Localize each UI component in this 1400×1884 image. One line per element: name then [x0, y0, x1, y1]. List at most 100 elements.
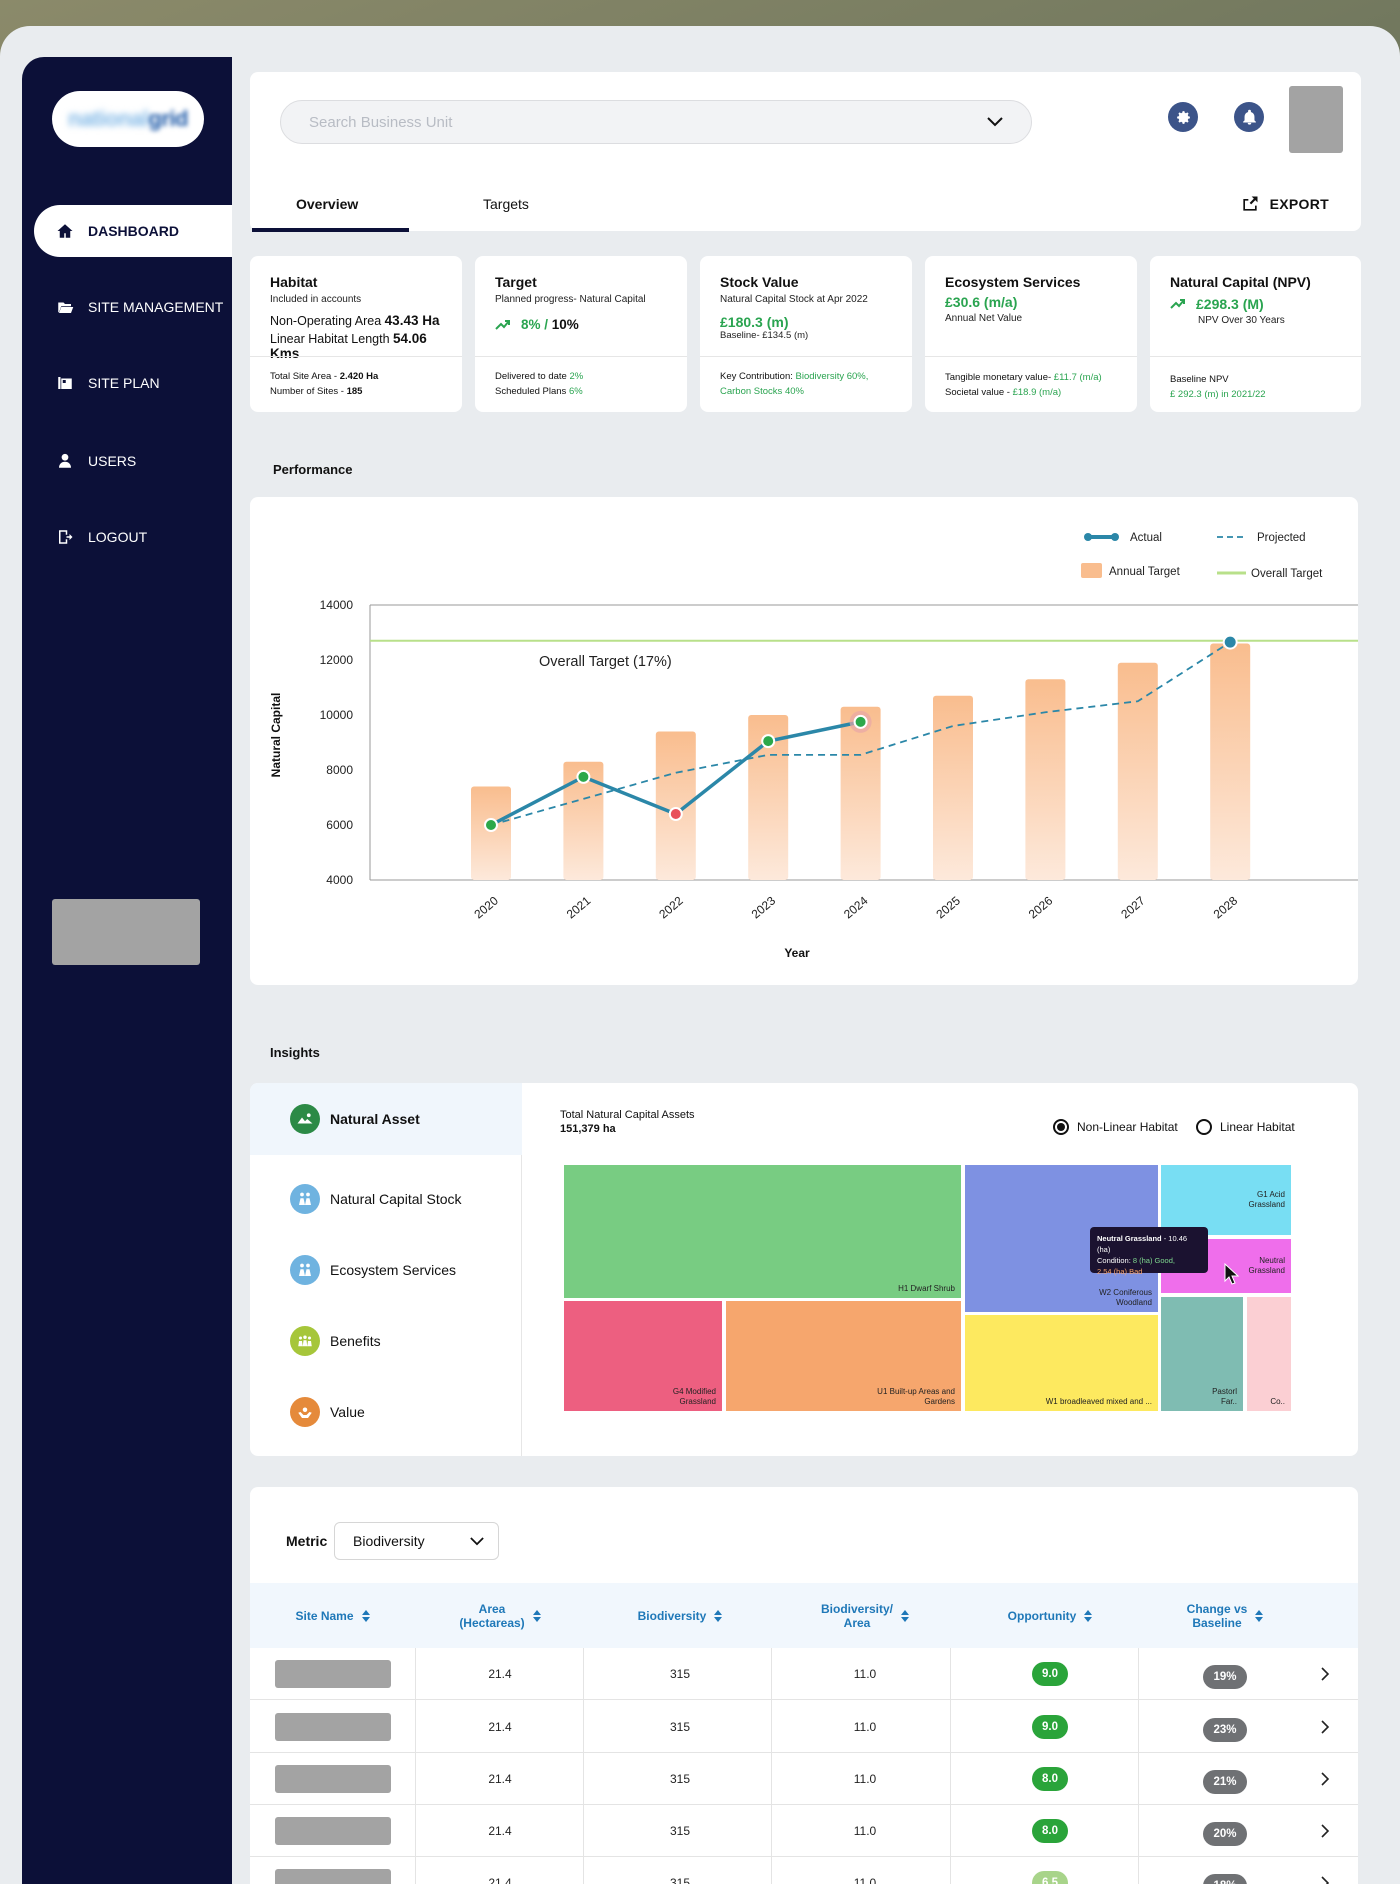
opportunity-badge: 8.0: [1032, 1767, 1068, 1791]
sidebar-item-site-management[interactable]: SITE MANAGEMENT: [34, 281, 232, 333]
tab-overview[interactable]: Overview: [296, 196, 359, 212]
target-value: 8% / 10%: [495, 317, 667, 332]
search-input[interactable]: Search Business Unit: [280, 100, 1032, 144]
table-row[interactable]: 21.4 315 11.0 8.0 21%: [250, 1753, 1358, 1805]
row-chevron[interactable]: [1310, 1857, 1340, 1884]
insight-item-label: Value: [330, 1404, 365, 1420]
column-header-area[interactable]: Area (Hectareas): [415, 1583, 585, 1648]
change-cell: 21%: [1145, 1753, 1305, 1805]
treemap-cell[interactable]: Pastorl Far..: [1161, 1297, 1243, 1411]
divider: [700, 356, 912, 357]
legend-projected-label: Projected: [1257, 532, 1306, 544]
insight-item-ecosystem-services[interactable]: Ecosystem Services: [250, 1234, 522, 1306]
home-icon: [57, 224, 73, 238]
logo-text: nationalgrid: [68, 106, 188, 131]
opportunity-cell: 9.0: [955, 1648, 1145, 1700]
sidebar-item-label: SITE MANAGEMENT: [88, 299, 224, 315]
opportunity-cell: 6.5: [955, 1857, 1145, 1884]
change-cell: 23%: [1145, 1701, 1305, 1753]
y-tick-label: 12000: [320, 653, 354, 667]
stat-title: Ecosystem Services: [945, 274, 1081, 290]
insight-item-benefits[interactable]: Benefits: [250, 1305, 522, 1377]
change-badge: 23%: [1203, 1718, 1247, 1742]
site-name-placeholder: [274, 1869, 391, 1884]
performance-chart: 4000 6000 8000 10000 12000 14000 Overall Targe…: [269, 532, 1358, 960]
trend-up-icon: [1170, 299, 1185, 309]
sidebar-item-users[interactable]: USERS: [34, 435, 232, 487]
column-divider: [415, 1648, 416, 1884]
export-button[interactable]: EXPORT: [1240, 194, 1329, 214]
treemap-cell[interactable]: H1 Dwarf Shrub: [564, 1165, 961, 1298]
insights-menu: Natural Asset Natural Capital Stock Ecos…: [250, 1083, 522, 1456]
stat-title: Target: [495, 274, 537, 290]
insight-item-natural-asset[interactable]: Natural Asset: [250, 1083, 522, 1155]
insight-item-natural-capital-stock[interactable]: Natural Capital Stock: [250, 1163, 522, 1235]
row-chevron[interactable]: [1310, 1753, 1340, 1805]
brand-logo[interactable]: nationalgrid: [52, 91, 204, 147]
row-chevron[interactable]: [1310, 1648, 1340, 1700]
divider: [475, 356, 687, 357]
treemap-cell[interactable]: Co..: [1247, 1297, 1291, 1411]
metric-selected-value: Biodiversity: [353, 1533, 425, 1549]
settings-button[interactable]: [1168, 102, 1198, 132]
annual-target-bar: [655, 731, 696, 880]
sidebar-item-label: DASHBOARD: [88, 223, 179, 239]
column-divider: [583, 1648, 584, 1884]
legend-actual-dot: [1084, 533, 1092, 541]
x-tick-label: 2026: [1026, 893, 1056, 921]
sidebar-item-dashboard[interactable]: DASHBOARD: [34, 205, 232, 257]
sidebar-item-label: SITE PLAN: [88, 375, 160, 391]
stat-subtitle: Annual Net Value: [945, 313, 1023, 324]
chevron-down-icon[interactable]: [987, 117, 1003, 127]
table-row[interactable]: 21.4 315 11.0 8.0 20%: [250, 1805, 1358, 1857]
treemap-cell[interactable]: G4 Modified Grassland: [564, 1301, 722, 1411]
column-header-site-name[interactable]: Site Name: [250, 1583, 415, 1648]
insight-item-value[interactable]: Value: [250, 1376, 522, 1448]
change-badge: 19%: [1203, 1665, 1247, 1689]
stat-card-ecosystem-services: Ecosystem Services £30.6 (m/a) Annual Ne…: [925, 256, 1137, 412]
avatar[interactable]: [1289, 86, 1343, 153]
chevron-right-icon: [1320, 1772, 1329, 1786]
stat-card-target: Target Planned progress- Natural Capital…: [475, 256, 687, 412]
notifications-button[interactable]: [1234, 102, 1264, 132]
row-chevron[interactable]: [1310, 1701, 1340, 1753]
opportunity-badge: 9.0: [1032, 1662, 1068, 1686]
row-chevron[interactable]: [1310, 1805, 1340, 1857]
table-row[interactable]: 21.4 315 11.0 9.0 23%: [250, 1701, 1358, 1753]
total-assets-label: Total Natural Capital Assets: [560, 1109, 695, 1121]
treemap-cell[interactable]: G1 Acid Grassland: [1161, 1165, 1291, 1235]
stock-baseline: Baseline- £134.5 (m): [720, 330, 809, 341]
site-name-placeholder: [274, 1660, 391, 1688]
radio-non-linear-habitat[interactable]: Non-Linear Habitat: [1053, 1119, 1178, 1135]
table-header: Site Name Area (Hectareas) Biodiversity …: [250, 1583, 1358, 1648]
biodiversity-area-cell: 11.0: [853, 1876, 877, 1884]
column-header-opportunity[interactable]: Opportunity: [955, 1583, 1145, 1648]
area-cell: 21.4: [488, 1876, 512, 1884]
column-header-biodiversity[interactable]: Biodiversity: [585, 1583, 775, 1648]
sidebar: nationalgrid DASHBOARD SITE MANAGEMENT S…: [22, 57, 232, 1884]
metric-select[interactable]: Biodiversity: [334, 1522, 499, 1560]
npv-value: £298.3 (M): [1170, 296, 1341, 312]
site-name-placeholder: [274, 1765, 391, 1793]
annual-target-bar: [1117, 662, 1158, 880]
treemap-cell[interactable]: W1 broadleaved mixed and ...: [965, 1315, 1158, 1411]
radio-linear-habitat[interactable]: Linear Habitat: [1196, 1119, 1295, 1135]
sort-icon: [714, 1609, 723, 1622]
change-badge: 20%: [1203, 1822, 1247, 1846]
table-row[interactable]: 21.4 315 11.0 9.0 19%: [250, 1648, 1358, 1700]
column-header-biodiversity-area[interactable]: Biodiversity/ Area: [775, 1583, 955, 1648]
actual-point: [853, 714, 868, 729]
column-header-change-vs-baseline[interactable]: Change vs Baseline: [1145, 1583, 1305, 1648]
radio-label: Linear Habitat: [1220, 1120, 1295, 1134]
active-tab-indicator: [252, 228, 409, 232]
sidebar-item-logout[interactable]: LOGOUT: [34, 511, 232, 563]
tab-targets[interactable]: Targets: [483, 196, 529, 212]
mouse-cursor-icon: [1224, 1263, 1240, 1285]
biodiversity-cell: 315: [669, 1667, 691, 1681]
stat-title: Natural Capital (NPV): [1170, 274, 1311, 290]
sidebar-item-site-plan[interactable]: SITE PLAN: [34, 357, 232, 409]
treemap-cell[interactable]: U1 Built-up Areas and Gardens: [726, 1301, 961, 1411]
table-row[interactable]: 21.4 315 11.0 6.5 18%: [250, 1857, 1358, 1884]
biodiversity-cell: 315: [669, 1824, 691, 1838]
opportunity-cell: 8.0: [955, 1805, 1145, 1857]
